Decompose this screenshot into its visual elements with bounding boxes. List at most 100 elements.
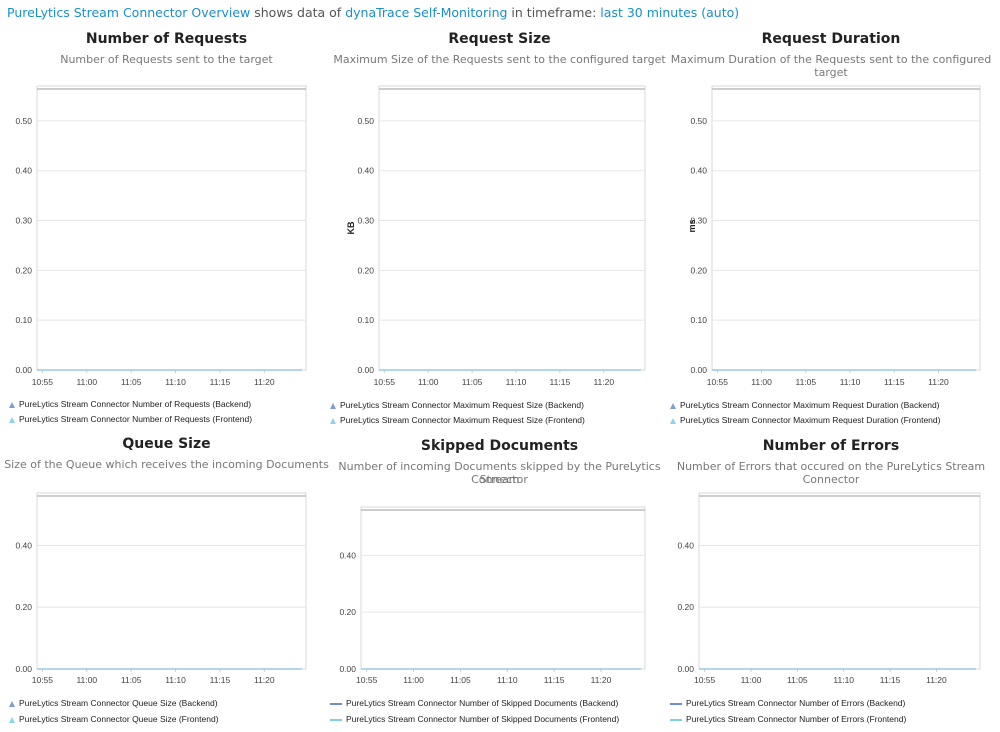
panel-subtitle: Maximum Duration of the Requests sent to… [670, 53, 992, 79]
legend-item-frontend[interactable]: PureLytics Stream Connector Number of Sk… [330, 714, 619, 724]
panel-queue-size: Queue Size Size of the Queue which recei… [0, 430, 333, 732]
panel-title: Number of Requests [85, 31, 248, 47]
x-tick-label: 11:00 [751, 377, 772, 387]
x-tick-label: 11:15 [210, 377, 231, 387]
y-tick-label: 0.40 [677, 540, 694, 550]
x-tick-label: 10:55 [707, 377, 729, 387]
triangle-icon [9, 716, 15, 723]
chart-skipped-documents: 0.00 0.20 0.40 10:55 11:00 11:05 11:10 11:15 11:… [339, 506, 646, 685]
legend-label: PureLytics Stream Connector Number of Sk… [346, 698, 619, 708]
panel-title: Request Duration [761, 31, 901, 47]
x-tick-label: 11:00 [76, 675, 97, 685]
triangle-icon [9, 416, 15, 423]
legend-item-frontend[interactable]: PureLytics Stream Connector Maximum Requ… [670, 415, 940, 425]
legend-item-frontend[interactable]: PureLytics Stream Connector Number of Er… [670, 714, 906, 724]
chart-queue-size: 0.00 0.20 0.40 10:55 11:00 11:05 11:10 11:15 11:… [15, 492, 307, 685]
x-tick-label: 11:20 [254, 675, 275, 685]
x-tick-label: 10:55 [32, 377, 54, 387]
panel-skipped-documents: Skipped Documents Number of incoming Doc… [330, 430, 666, 732]
y-axis-label: KB [346, 221, 356, 234]
triangle-icon [9, 700, 15, 707]
x-tick-label: 11:05 [462, 377, 483, 387]
legend-label: PureLytics Stream Connector Number of Er… [686, 714, 907, 724]
panel-title: Skipped Documents [420, 438, 579, 454]
x-tick-label: 11:05 [450, 675, 471, 685]
legend-label: PureLytics Stream Connector Maximum Requ… [340, 400, 584, 410]
panel-subtitle: Maximum Size of the Requests sent to the… [333, 53, 666, 66]
x-tick-label: 11:20 [254, 377, 275, 387]
legend-label: PureLytics Stream Connector Number of Re… [19, 414, 253, 424]
plot-frame [378, 85, 646, 371]
legend-item-backend[interactable]: PureLytics Stream Connector Number of Er… [670, 698, 905, 708]
legend-item-frontend[interactable]: PureLytics Stream Connector Maximum Requ… [330, 415, 585, 425]
panel-number-of-errors: Number of Errors Number of Errors that o… [666, 430, 999, 732]
source-link[interactable]: dynaTrace Self-Monitoring [345, 5, 508, 20]
x-tick-label: 11:20 [591, 675, 612, 685]
y-tick-label: 0.50 [357, 116, 374, 126]
legend-item-backend[interactable]: PureLytics Stream Connector Maximum Requ… [330, 400, 584, 410]
triangle-icon [330, 417, 336, 424]
legend-label: PureLytics Stream Connector Number of Er… [686, 698, 906, 708]
y-tick-label: 0.00 [339, 664, 356, 674]
x-tick-label: 11:10 [840, 377, 861, 387]
y-tick-label: 0.20 [690, 265, 707, 275]
panel-request-duration: Request Duration Maximum Duration of the… [666, 0, 999, 430]
x-tick-label: 11:15 [884, 377, 905, 387]
panel-request-size: Request Size Maximum Size of the Request… [330, 0, 666, 430]
y-tick-label: 0.40 [339, 550, 356, 560]
x-tick-label: 11:10 [165, 675, 186, 685]
y-tick-label: 0.30 [357, 216, 374, 226]
chart-request-duration: 0.00 0.10 0.20 0.30 0.40 0.50 10:55 11:00 11:05 1… [687, 85, 981, 387]
dashboard-link[interactable]: PureLytics Stream Connector Overview [7, 5, 251, 20]
header-text-timeframe: in timeframe: [511, 5, 597, 20]
x-tick-label: 11:00 [418, 377, 439, 387]
x-tick-label: 11:10 [165, 377, 186, 387]
dashboard-header: PureLytics Stream Connector Overview sho… [7, 5, 739, 20]
y-tick-label: 0.40 [15, 166, 32, 176]
legend-label: PureLytics Stream Connector Number of Re… [19, 399, 252, 409]
timeframe-link[interactable]: last 30 minutes (auto) [600, 5, 740, 20]
legend-label: PureLytics Stream Connector Maximum Requ… [340, 415, 585, 425]
x-tick-label: 11:05 [787, 675, 808, 685]
x-tick-label: 11:15 [210, 675, 231, 685]
y-tick-label: 0.30 [690, 216, 707, 226]
legend-item-frontend[interactable]: PureLytics Stream Connector Queue Size (… [9, 714, 219, 724]
y-tick-label: 0.20 [677, 602, 694, 612]
plot-frame [360, 506, 646, 670]
y-tick-label: 0.50 [690, 116, 707, 126]
line-icon [330, 719, 342, 721]
x-tick-label: 11:20 [926, 675, 947, 685]
y-axis-label: ms [687, 219, 697, 232]
y-tick-label: 0.40 [690, 166, 707, 176]
legend-item-frontend[interactable]: PureLytics Stream Connector Number of Re… [9, 414, 252, 424]
legend-item-backend[interactable]: PureLytics Stream Connector Maximum Requ… [670, 400, 940, 410]
x-tick-label: 11:20 [928, 377, 949, 387]
legend-label: PureLytics Stream Connector Maximum Requ… [680, 400, 940, 410]
y-tick-label: 0.10 [357, 315, 374, 325]
y-tick-label: 0.40 [357, 166, 374, 176]
y-tick-label: 0.20 [357, 265, 374, 275]
y-tick-label: 0.40 [15, 540, 32, 550]
x-tick-label: 11:05 [795, 377, 816, 387]
y-tick-label: 0.10 [15, 315, 32, 325]
legend-item-backend[interactable]: PureLytics Stream Connector Queue Size (… [9, 698, 218, 708]
x-tick-label: 11:15 [544, 675, 565, 685]
y-tick-label: 0.00 [690, 365, 707, 375]
y-tick-label: 0.20 [15, 265, 32, 275]
x-tick-label: 10:55 [694, 675, 716, 685]
y-tick-label: 0.30 [15, 216, 32, 226]
x-tick-label: 11:00 [403, 675, 424, 685]
panel-subtitle: Number of Errors that occured on the Pur… [676, 460, 986, 486]
panel-title: Request Size [448, 31, 551, 47]
plot-frame [711, 85, 981, 371]
header-text-shows: shows data of [254, 5, 342, 20]
triangle-icon [670, 417, 676, 424]
x-tick-label: 11:20 [593, 377, 614, 387]
y-tick-label: 0.20 [15, 602, 32, 612]
legend-item-backend[interactable]: PureLytics Stream Connector Number of Sk… [330, 698, 618, 708]
chart-number-of-requests: 0.00 0.10 0.20 0.30 0.40 0.50 10:55 11:00 11:05 1… [15, 85, 307, 387]
panel-subtitle: Number of Requests sent to the target [60, 53, 273, 66]
x-tick-label: 11:00 [76, 377, 97, 387]
legend-item-backend[interactable]: PureLytics Stream Connector Number of Re… [9, 399, 251, 409]
x-tick-label: 11:15 [880, 675, 901, 685]
